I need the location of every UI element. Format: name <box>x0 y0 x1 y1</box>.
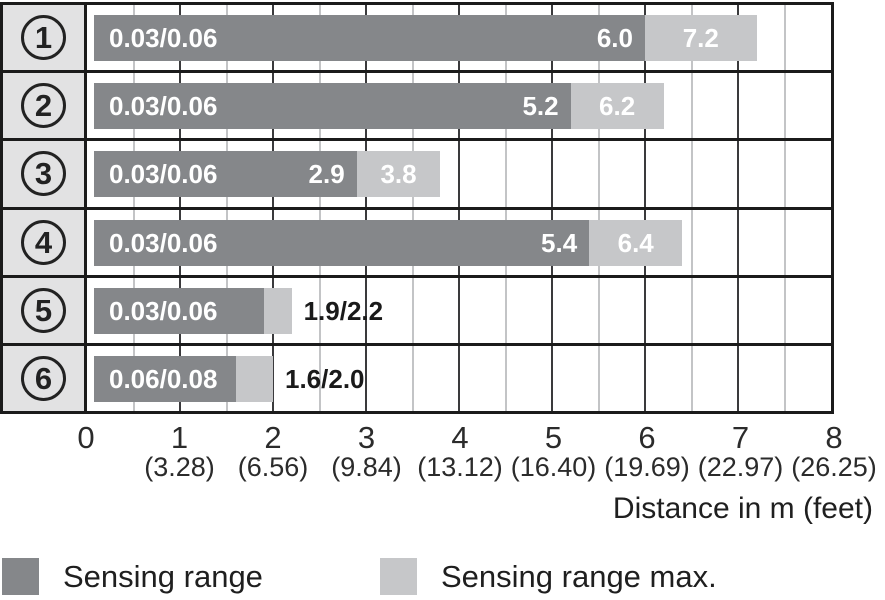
sensing-range-value: 6.0 <box>596 23 633 53</box>
bar-row: 0.03/0.06 1.9/2.2 <box>87 278 831 346</box>
range-values-outside-label: 1.6/2.0 <box>285 363 365 394</box>
x-tick-meters: 5 <box>544 420 563 455</box>
bar-row: 0.03/0.06 5.2 6.2 <box>87 73 831 142</box>
sensing-range-bar <box>94 15 645 61</box>
x-tick-meters: 6 <box>638 420 656 455</box>
bar-min-label: 0.06/0.08 <box>109 363 218 394</box>
plot-area: 0.03/0.06 6.0 7.2 0.03/0.06 5.2 6.2 0.03/0.06 2… <box>87 5 831 411</box>
sensing-range-value: 5.4 <box>541 227 578 258</box>
legend-item-sensing-range-max: Sensing range max. <box>380 558 717 595</box>
sensing-range-max-swatch <box>380 558 417 595</box>
row-number-badge: 6 <box>21 355 66 401</box>
sensing-range-max-bar <box>235 355 273 402</box>
sensing-range-max-bar <box>645 15 757 61</box>
sensing-range-max-value: 6.2 <box>599 91 636 122</box>
bar-row: 0.06/0.08 1.6/2.0 <box>87 346 831 411</box>
legend-label: Sensing range max. <box>441 558 717 594</box>
row-number-badge: 1 <box>21 15 66 61</box>
x-tick-feet: (19.69) <box>604 452 690 482</box>
legend: Sensing range Sensing range max. <box>0 558 885 598</box>
x-tick-meters: 4 <box>451 420 469 455</box>
row-number-badge: 5 <box>21 287 66 333</box>
bar-rows: 0.03/0.06 6.0 7.2 0.03/0.06 5.2 6.2 0.03/0.06 2… <box>87 5 831 411</box>
x-tick-feet: (16.40) <box>510 452 597 482</box>
sensing-range-bar <box>94 287 264 334</box>
legend-label: Sensing range <box>63 558 263 594</box>
row-label-cell: 5 <box>3 278 84 346</box>
sensing-range-max-bar <box>589 219 683 266</box>
sensing-range-bar <box>94 83 571 130</box>
x-tick-feet: (9.84) <box>331 452 402 482</box>
x-tick-feet: (13.12) <box>417 452 503 482</box>
sensing-range-bar <box>94 355 236 402</box>
x-tick-meters: 1 <box>170 420 189 455</box>
sensing-range-bar <box>94 151 357 198</box>
range-values-outside-label: 1.9/2.2 <box>303 295 384 326</box>
row-number-badge: 4 <box>21 219 66 265</box>
bar-min-label: 0.03/0.06 <box>109 295 218 326</box>
sensing-range-max-value: 7.2 <box>682 23 719 53</box>
row-label-cell: 1 <box>3 5 84 74</box>
x-tick-feet: (3.28) <box>144 452 215 482</box>
row-label-cell: 3 <box>3 141 84 210</box>
sensing-range-max-bar <box>570 83 664 130</box>
row-label-cell: 6 <box>3 346 84 411</box>
x-tick-feet: (26.25) <box>791 452 877 482</box>
x-tick-meters: 3 <box>357 420 376 455</box>
row-number-badge: 2 <box>21 83 66 129</box>
bar-min-label: 0.03/0.06 <box>109 159 218 190</box>
bar-row: 0.03/0.06 2.9 3.8 <box>87 141 831 210</box>
x-tick-meters: 7 <box>731 420 750 455</box>
sensing-range-value: 2.9 <box>308 159 345 190</box>
row-number-badge: 3 <box>21 151 66 197</box>
sensing-range-swatch <box>2 558 39 595</box>
bar-min-label: 0.03/0.06 <box>109 227 218 258</box>
x-axis-meter-ticks: 0 1 2 3 4 5 6 7 8 <box>77 420 842 455</box>
bar-row: 0.03/0.06 5.4 6.4 <box>87 210 831 278</box>
sensing-range-max-bar <box>263 287 292 334</box>
row-label-cell: 2 <box>3 73 84 142</box>
bar-min-label: 0.03/0.06 <box>109 23 218 53</box>
bar-min-label: 0.03/0.06 <box>109 91 218 122</box>
bar-row: 0.03/0.06 6.0 7.2 <box>87 5 831 74</box>
row-label-cell: 4 <box>3 210 84 278</box>
x-axis-title: Distance in m (feet) <box>612 492 873 525</box>
x-tick-feet: (22.97) <box>697 452 784 482</box>
x-tick-feet: (6.56) <box>237 452 309 482</box>
row-badge-column: 1 2 3 4 5 6 <box>3 5 87 411</box>
legend-item-sensing-range: Sensing range <box>2 558 263 595</box>
sensing-range-max-bar <box>356 151 441 198</box>
x-tick-meters: 2 <box>264 420 282 455</box>
sensing-range-max-value: 6.4 <box>617 227 654 258</box>
sensing-range-bar <box>94 219 590 266</box>
x-tick-meters: 0 <box>77 420 95 455</box>
sensing-range-value: 5.2 <box>522 91 559 122</box>
sensing-range-max-value: 3.8 <box>380 159 417 190</box>
x-tick-meters: 8 <box>825 420 843 455</box>
x-axis-feet-ticks: (3.28) (6.56) (9.84) (13.12) (16.40) (19.69)(… <box>86 452 877 486</box>
